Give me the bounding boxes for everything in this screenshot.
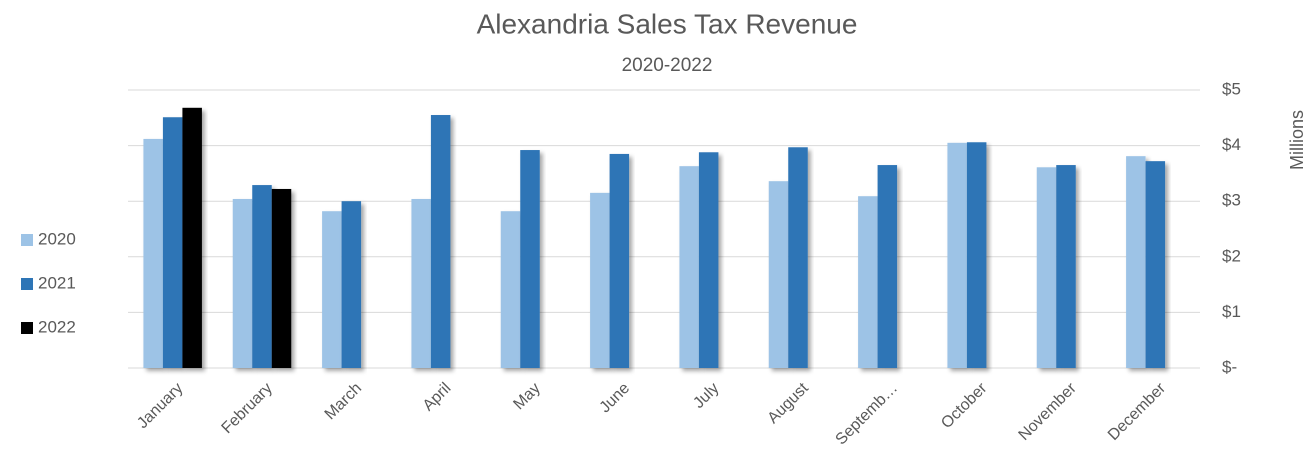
legend-swatch (21, 234, 33, 246)
y-axis-label: Millions (1287, 110, 1307, 170)
legend-label: 2022 (38, 317, 76, 336)
bar (252, 185, 272, 368)
x-tick-label: February (219, 380, 276, 437)
bar (341, 201, 362, 368)
legend-label: 2021 (38, 273, 76, 292)
x-tick-label: November (1016, 379, 1081, 444)
bar (1056, 165, 1076, 368)
bar (788, 147, 808, 368)
legend-label: 2020 (38, 229, 76, 248)
bar (947, 142, 967, 368)
y-tick-label: $3 (1222, 191, 1241, 210)
bar (877, 165, 898, 368)
legend-swatch (21, 322, 33, 334)
y-tick-label: $4 (1222, 135, 1241, 154)
y-tick-label: $- (1222, 357, 1237, 376)
x-tick-label: June (597, 380, 634, 417)
x-tick-label: August (765, 379, 813, 427)
bar (1145, 161, 1166, 368)
bar (966, 142, 987, 368)
chart-title: Alexandria Sales Tax Revenue (477, 8, 858, 39)
bar (590, 192, 610, 368)
chart-subtitle: 2020-2022 (622, 55, 713, 76)
bar (143, 138, 163, 368)
bar (322, 211, 342, 368)
x-tick-label: July (690, 380, 722, 412)
x-tick-label: October (938, 379, 991, 432)
bar (1036, 167, 1057, 368)
bar (698, 152, 719, 368)
x-tick-label: March (322, 380, 365, 423)
x-tick-label: Septemb… (833, 380, 902, 449)
bar (182, 107, 202, 369)
x-tick-label: December (1105, 379, 1170, 444)
bar (271, 188, 292, 368)
x-tick-label: May (510, 380, 543, 413)
bar (1126, 156, 1146, 368)
bar (858, 196, 878, 368)
bar (411, 198, 431, 368)
bar (679, 166, 699, 368)
y-tick-label: $1 (1222, 302, 1241, 321)
legend-swatch (21, 278, 33, 290)
bar (768, 181, 789, 368)
bar (500, 211, 521, 368)
bar (520, 150, 540, 368)
y-tick-label: $2 (1222, 246, 1241, 265)
bar (430, 115, 451, 369)
y-tick-label: $5 (1222, 79, 1241, 98)
x-tick-label: January (134, 380, 186, 432)
bar (232, 198, 253, 368)
bar (609, 153, 630, 368)
x-tick-label: April (420, 380, 455, 415)
bar (162, 117, 183, 368)
